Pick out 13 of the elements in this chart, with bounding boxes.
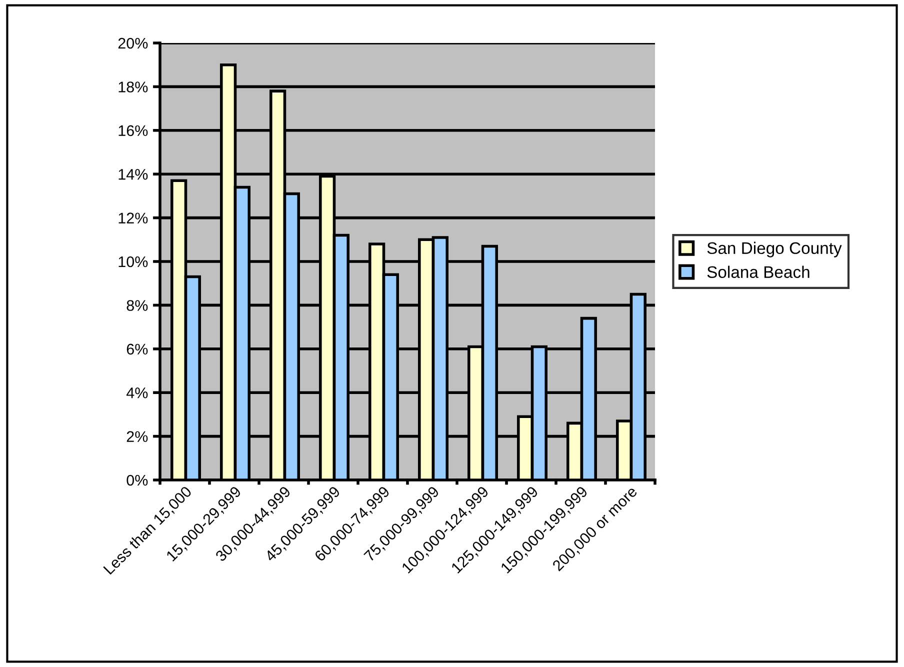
y-tick-label: 20% — [118, 38, 148, 49]
legend-label: Solana Beach — [707, 266, 810, 278]
y-tick-label: 12% — [118, 212, 148, 224]
y-tick-label: 16% — [118, 125, 148, 136]
y-tick-label: 14% — [118, 169, 148, 180]
y-tick-label: 8% — [126, 300, 148, 311]
y-tick-label: 6% — [126, 344, 148, 355]
y-tick-label: 0% — [126, 474, 148, 486]
y-tick-label: 10% — [118, 256, 148, 268]
legend-label: San Diego County — [707, 242, 842, 258]
y-tick-label: 18% — [118, 82, 148, 92]
y-tick-label: 4% — [126, 388, 148, 398]
y-tick-label: 2% — [126, 431, 148, 442]
